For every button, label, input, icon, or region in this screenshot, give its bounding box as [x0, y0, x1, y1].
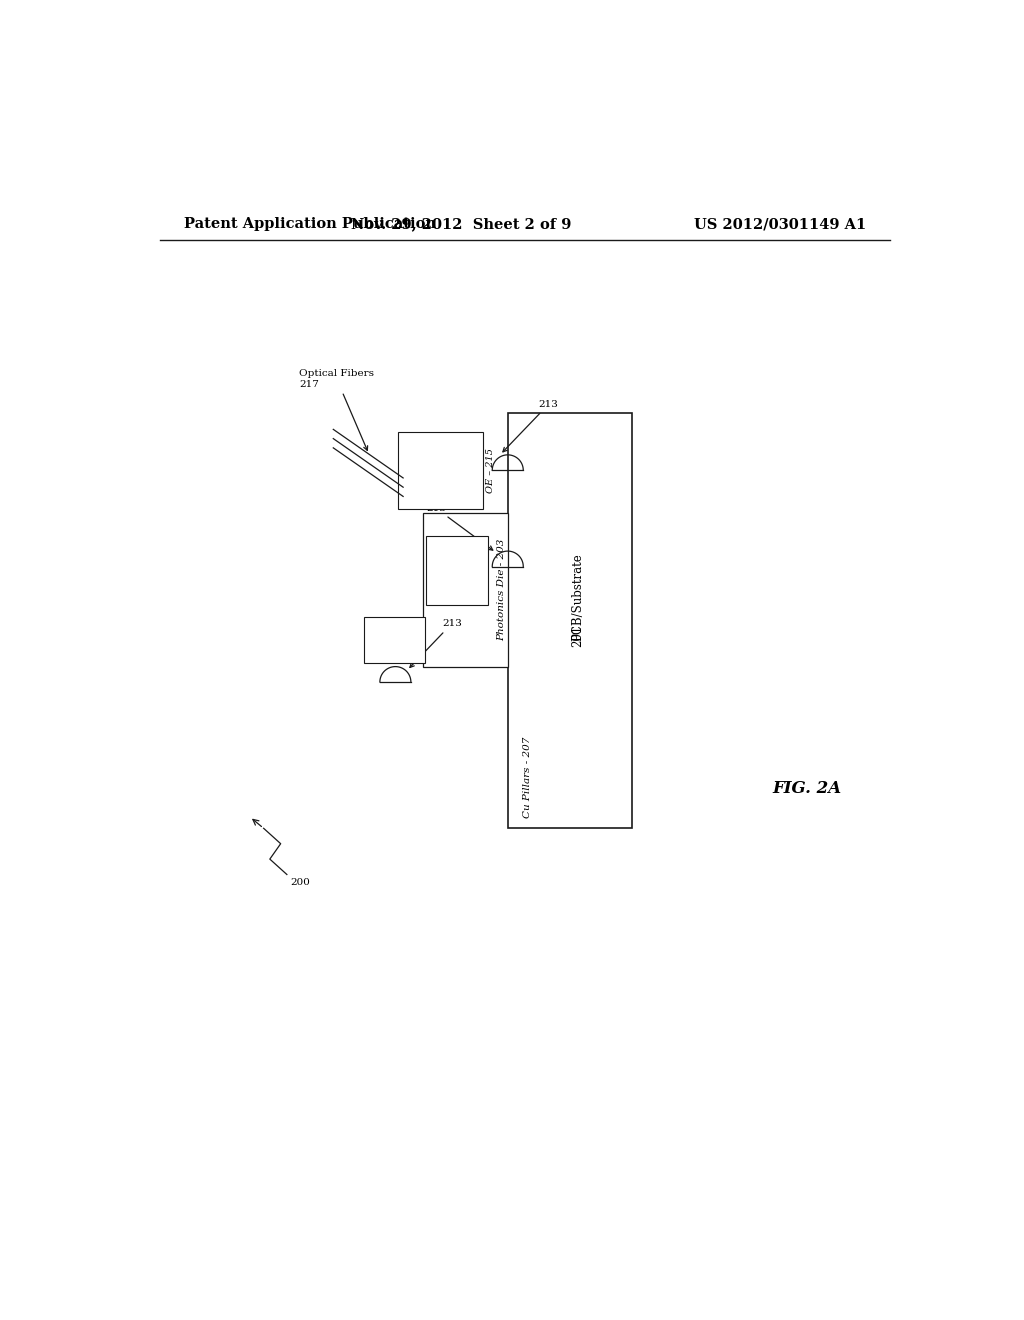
Text: Optical I/O: Optical I/O: [412, 457, 469, 466]
Text: PCB/Substrate: PCB/Substrate: [571, 553, 584, 642]
Text: Source - 209: Source - 209: [428, 556, 486, 565]
Bar: [365, 616, 425, 663]
Text: Optical Fibers
217: Optical Fibers 217: [299, 370, 374, 450]
Text: 213: 213: [410, 619, 462, 668]
Text: OE – 215: OE – 215: [436, 577, 478, 585]
Text: 211: 211: [430, 482, 451, 490]
Text: Nov. 29, 2012  Sheet 2 of 9: Nov. 29, 2012 Sheet 2 of 9: [351, 218, 571, 231]
Text: Cu Pillars - 207: Cu Pillars - 207: [522, 737, 531, 818]
Text: Patent Application Publication: Patent Application Publication: [183, 218, 435, 231]
Text: 200: 200: [291, 878, 310, 887]
Bar: [397, 432, 483, 508]
Text: Photonics Die - 203: Photonics Die - 203: [497, 539, 506, 640]
Bar: [423, 512, 508, 667]
Text: 213: 213: [426, 504, 493, 550]
Text: OE – 215: OE – 215: [486, 447, 496, 492]
Text: US 2012/0301149 A1: US 2012/0301149 A1: [694, 218, 866, 231]
Bar: [508, 412, 632, 829]
Bar: [426, 536, 488, 605]
Text: 201: 201: [571, 624, 584, 647]
Text: e-die - 205: e-die - 205: [371, 635, 419, 644]
Text: 213: 213: [503, 400, 559, 451]
Text: FIG. 2A: FIG. 2A: [772, 780, 841, 797]
